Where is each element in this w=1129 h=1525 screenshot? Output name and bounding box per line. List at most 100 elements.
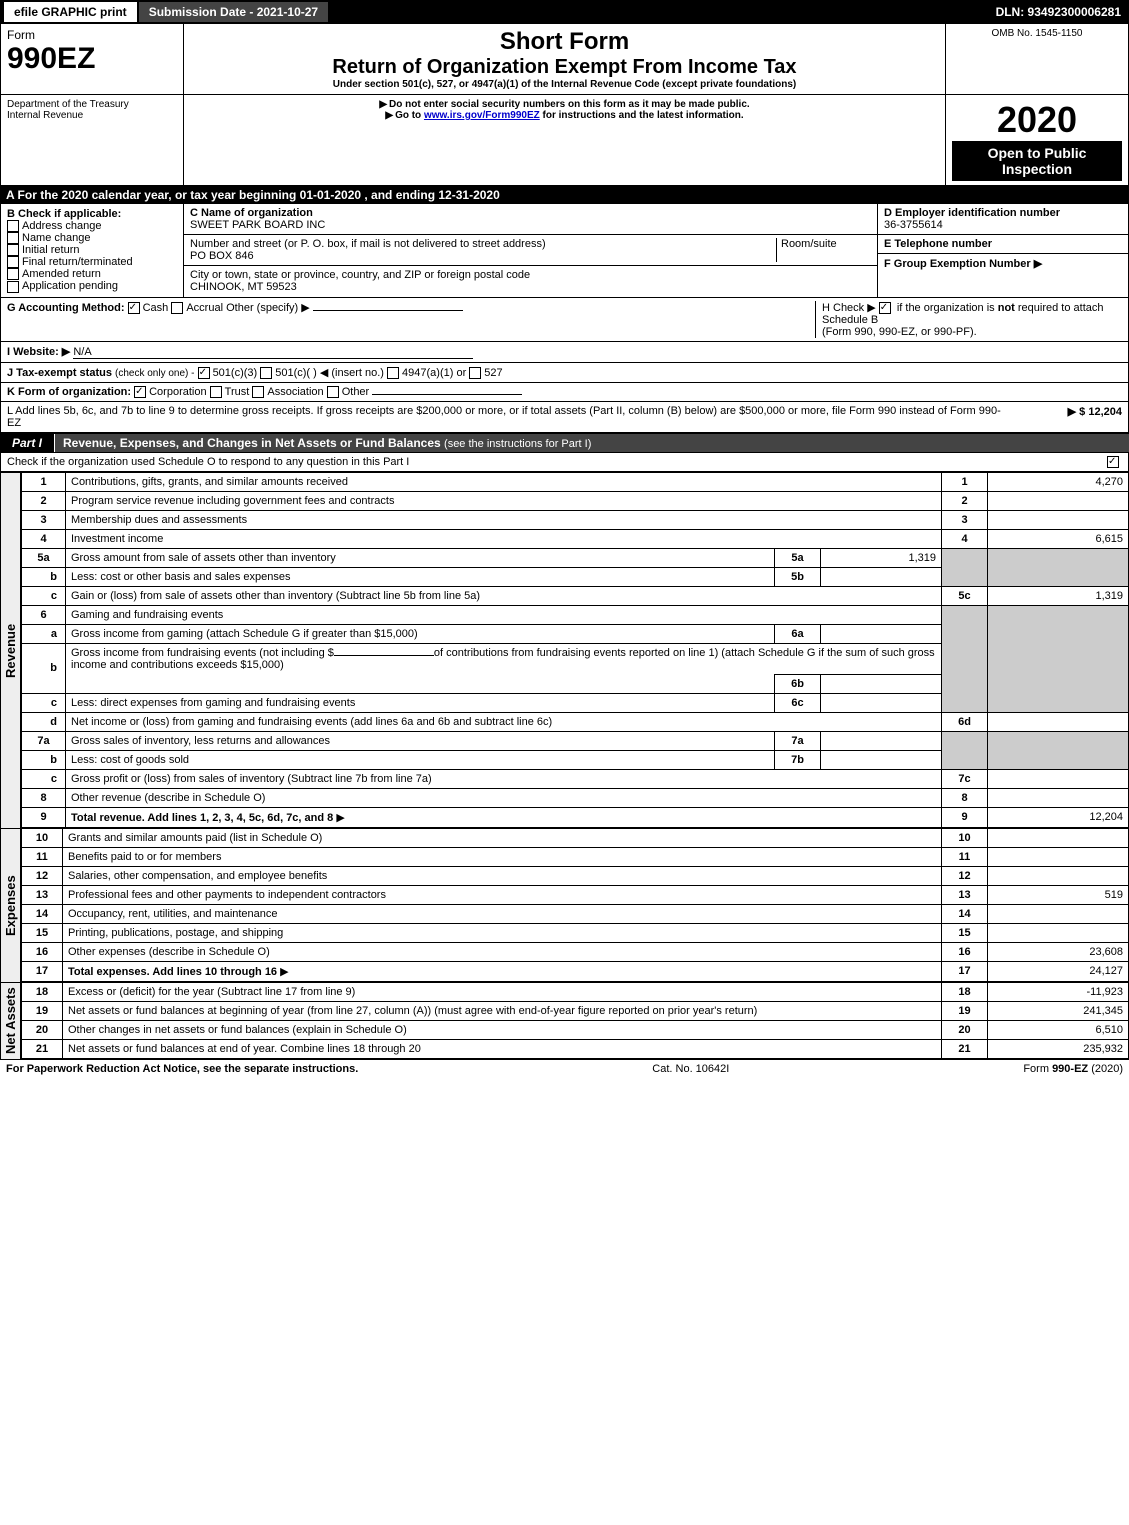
checkbox-final-return[interactable] (7, 256, 19, 268)
submission-date-tab: Submission Date - 2021-10-27 (139, 2, 328, 22)
table-row: 1Contributions, gifts, grants, and simil… (22, 472, 1129, 491)
row-k: K Form of organization: Corporation Trus… (0, 383, 1129, 402)
omb-number: OMB No. 1545-1150 (952, 28, 1122, 39)
section-a-period: A For the 2020 calendar year, or tax yea… (0, 186, 1129, 204)
expenses-vert-label: Expenses (0, 828, 21, 982)
table-row: 4Investment income46,615 (22, 529, 1129, 548)
row-j: J Tax-exempt status (check only one) - 5… (0, 363, 1129, 383)
box-d-e-f: D Employer identification number 36-3755… (877, 204, 1128, 297)
short-form-title: Short Form (190, 28, 939, 56)
table-row: 19Net assets or fund balances at beginni… (22, 1001, 1129, 1020)
table-row: 9Total revenue. Add lines 1, 2, 3, 4, 5c… (22, 807, 1129, 827)
g-other-input[interactable] (313, 310, 463, 311)
revenue-vert-label: Revenue (0, 472, 21, 828)
6b-contributions-input[interactable] (334, 655, 434, 656)
goto-prefix: Go to (395, 110, 424, 121)
ein-value: 36-3755614 (884, 219, 1122, 231)
box-b-title: B Check if applicable: (7, 208, 177, 220)
k-label: K Form of organization: (7, 386, 131, 398)
g-accrual: Accrual (186, 302, 223, 314)
footer-form: 990-EZ (1052, 1063, 1088, 1075)
table-row: 3Membership dues and assessments3 (22, 510, 1129, 529)
k-other: Other (342, 386, 370, 398)
row-l: L Add lines 5b, 6c, and 7b to line 9 to … (0, 402, 1129, 433)
checkbox-4947[interactable] (387, 367, 399, 379)
org-city: CHINOOK, MT 59523 (190, 281, 871, 293)
table-row: 8Other revenue (describe in Schedule O)8 (22, 788, 1129, 807)
arrow-icon (385, 110, 395, 121)
checkbox-501c[interactable] (260, 367, 272, 379)
checkbox-other-org[interactable] (327, 386, 339, 398)
h-text2: if the organization is (897, 302, 998, 314)
c-street-label: Number and street (or P. O. box, if mail… (190, 238, 776, 250)
k-assoc: Association (267, 386, 323, 398)
box-c: C Name of organization SWEET PARK BOARD … (184, 204, 877, 297)
part-i-header: Part I Revenue, Expenses, and Changes in… (0, 433, 1129, 453)
j-opt4: 527 (484, 367, 502, 379)
checkbox-schedule-o[interactable] (1107, 456, 1119, 468)
checkbox-527[interactable] (469, 367, 481, 379)
checkbox-initial-return[interactable] (7, 244, 19, 256)
checkbox-association[interactable] (252, 386, 264, 398)
g-cash: Cash (143, 302, 169, 314)
j-opt1: 501(c)(3) (213, 367, 258, 379)
goto-suffix: for instructions and the latest informat… (540, 110, 744, 121)
checkbox-corporation[interactable] (134, 386, 146, 398)
website-value: N/A (73, 346, 473, 359)
c-city-label: City or town, state or province, country… (190, 269, 871, 281)
dept-label: Department of the Treasury (7, 99, 177, 110)
c-name-label: C Name of organization (190, 207, 871, 219)
checkbox-cash[interactable] (128, 302, 140, 314)
part-i-check-note: Check if the organization used Schedule … (7, 456, 1107, 468)
f-group-label: F Group Exemption Number ▶ (884, 257, 1122, 270)
checkbox-name-change[interactable] (7, 232, 19, 244)
i-label: I Website: ▶ (7, 346, 70, 358)
row-i: I Website: ▶ N/A (0, 342, 1129, 363)
g-label: G Accounting Method: (7, 302, 125, 314)
checkbox-501c3[interactable] (198, 367, 210, 379)
tax-year: 2020 (952, 99, 1122, 141)
footer-right-suffix: (2020) (1088, 1063, 1123, 1075)
form-label: Form (7, 28, 177, 42)
b-item: Amended return (22, 268, 101, 280)
efile-tab[interactable]: efile GRAPHIC print (4, 2, 137, 22)
part-i-title: Revenue, Expenses, and Changes in Net As… (63, 436, 441, 450)
table-row: 6Gaming and fundraising events (22, 605, 1129, 624)
revenue-table: 1Contributions, gifts, grants, and simil… (21, 472, 1129, 828)
checkbox-address-change[interactable] (7, 220, 19, 232)
table-row: 2Program service revenue including gover… (22, 491, 1129, 510)
org-name: SWEET PARK BOARD INC (190, 219, 871, 231)
table-row: 18Excess or (deficit) for the year (Subt… (22, 982, 1129, 1001)
table-row: 5aGross amount from sale of assets other… (22, 548, 1129, 567)
table-row: 21Net assets or fund balances at end of … (22, 1039, 1129, 1058)
top-bar: efile GRAPHIC print Submission Date - 20… (0, 0, 1129, 24)
checkbox-amended-return[interactable] (7, 268, 19, 280)
h-text1: H Check ▶ (822, 302, 876, 314)
table-row: cGross profit or (loss) from sales of in… (22, 769, 1129, 788)
table-row: 16Other expenses (describe in Schedule O… (22, 942, 1129, 961)
irs-link[interactable]: www.irs.gov/Form990EZ (424, 110, 540, 121)
part-i-subtitle: (see the instructions for Part I) (444, 438, 591, 450)
arrow-icon (379, 99, 389, 110)
checkbox-application-pending[interactable] (7, 281, 19, 293)
j-opt2: 501(c)( ) ◀ (insert no.) (275, 367, 384, 379)
row-g-h: G Accounting Method: Cash Accrual Other … (0, 298, 1129, 342)
return-title: Return of Organization Exempt From Incom… (190, 56, 939, 79)
org-info-grid: B Check if applicable: Address change Na… (0, 204, 1129, 298)
table-row: 14Occupancy, rent, utilities, and mainte… (22, 904, 1129, 923)
checkbox-h[interactable] (879, 302, 891, 314)
k-other-input[interactable] (372, 394, 522, 395)
table-row: 11Benefits paid to or for members11 (22, 847, 1129, 866)
checkbox-trust[interactable] (210, 386, 222, 398)
g-other: Other (specify) ▶ (226, 302, 310, 314)
j-note: (check only one) - (115, 368, 194, 379)
org-street: PO BOX 846 (190, 250, 776, 262)
footer-right-prefix: Form (1023, 1063, 1052, 1075)
l-text: L Add lines 5b, 6c, and 7b to line 9 to … (7, 405, 1002, 429)
table-row: 13Professional fees and other payments t… (22, 885, 1129, 904)
e-phone-label: E Telephone number (884, 238, 1122, 250)
j-opt3: 4947(a)(1) or (402, 367, 466, 379)
checkbox-accrual[interactable] (171, 302, 183, 314)
form-subheader: Department of the Treasury Internal Reve… (0, 95, 1129, 186)
box-b: B Check if applicable: Address change Na… (1, 204, 184, 297)
